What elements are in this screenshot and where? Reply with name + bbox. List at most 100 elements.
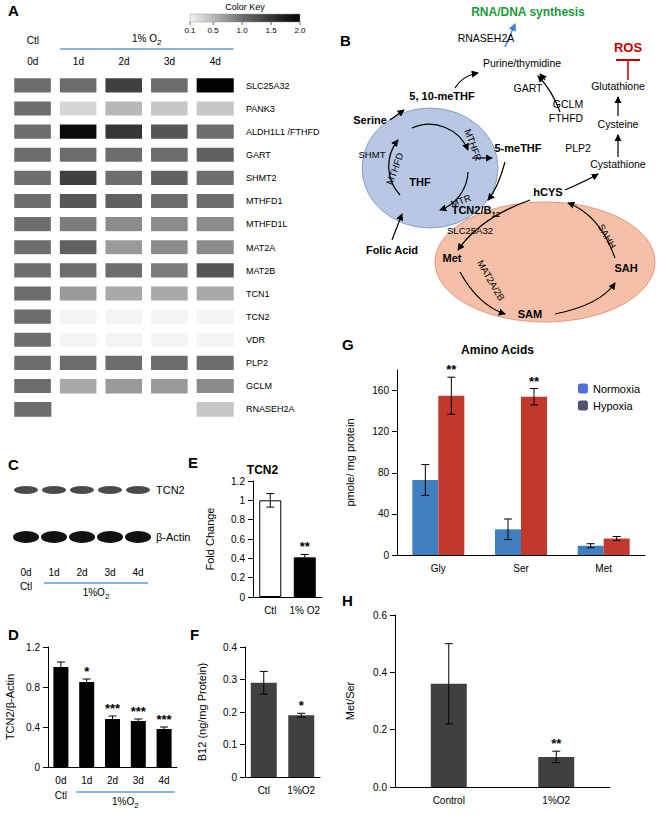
svg-text:SAH: SAH [614,262,637,274]
svg-text:G: G [342,336,354,353]
svg-text:0: 0 [383,550,389,561]
svg-text:Met/Ser: Met/Ser [344,681,356,720]
svg-text:1.0: 1.0 [237,26,249,35]
svg-text:0.4: 0.4 [26,722,40,733]
svg-text:5, 10-meTHF: 5, 10-meTHF [409,90,475,102]
svg-text:0.2: 0.2 [373,724,387,735]
svg-text:F: F [190,626,199,643]
svg-text:Ctl: Ctl [258,785,270,796]
svg-text:Ctl: Ctl [55,790,67,801]
svg-text:Fold Change: Fold Change [204,508,216,571]
svg-text:0: 0 [34,762,40,773]
svg-text:C: C [8,456,19,473]
svg-text:E: E [188,454,198,471]
svg-text:β-Actin: β-Actin [156,531,190,543]
svg-text:B: B [340,32,351,49]
svg-text:A: A [8,2,19,19]
svg-text:FTHFD: FTHFD [549,112,584,124]
svg-text:0d: 0d [20,567,31,578]
svg-text:MAT2B: MAT2B [246,266,275,276]
svg-text:1.2: 1.2 [26,642,40,653]
svg-text:*: * [299,698,305,713]
svg-text:PANK3: PANK3 [246,104,275,114]
svg-text:MTHFD1: MTHFD1 [246,196,283,206]
svg-text:GART: GART [246,150,271,160]
svg-text:3d: 3d [104,567,115,578]
svg-text:1: 1 [239,495,245,506]
svg-text:0.2: 0.2 [223,707,237,718]
svg-text:**: ** [551,736,562,751]
svg-text:pmole/ mg protein: pmole/ mg protein [344,418,356,506]
svg-text:1.2: 1.2 [231,476,245,487]
svg-text:B12 (ng/mg Protein): B12 (ng/mg Protein) [196,663,208,761]
svg-text:0.4: 0.4 [223,642,237,653]
svg-text:160: 160 [372,385,389,396]
svg-text:Gly: Gly [431,563,446,574]
svg-text:SLC25A32: SLC25A32 [246,81,290,91]
svg-text:80: 80 [378,467,390,478]
svg-text:Glutathione: Glutathione [591,80,645,92]
svg-text:TCN2/B12: TCN2/B12 [452,204,501,219]
svg-text:0.5: 0.5 [208,26,220,35]
svg-text:2d: 2d [118,56,129,67]
svg-text:MAT2A: MAT2A [246,243,275,253]
svg-text:SAHH: SAHH [596,222,619,250]
svg-text:0.4: 0.4 [231,553,245,564]
svg-text:**: ** [446,362,457,377]
svg-text:TCN1: TCN1 [246,289,270,299]
svg-text:THF: THF [409,176,431,188]
svg-text:MTHFR: MTHFR [462,127,484,162]
svg-text:TCN2: TCN2 [247,463,279,477]
svg-text:2.0: 2.0 [294,26,306,35]
svg-text:Met: Met [595,563,612,574]
svg-text:Serine: Serine [353,114,387,126]
svg-text:0.0: 0.0 [373,782,387,793]
svg-text:2d: 2d [107,775,118,786]
svg-text:Ser: Ser [513,563,529,574]
svg-text:3d: 3d [164,56,175,67]
svg-text:40: 40 [378,508,390,519]
svg-text:Purine/thymidine: Purine/thymidine [483,57,561,69]
svg-text:Amino Acids: Amino Acids [461,343,534,357]
svg-text:**: ** [529,374,540,389]
svg-text:120: 120 [372,426,389,437]
svg-text:0.8: 0.8 [26,682,40,693]
svg-text:MTHFD: MTHFD [384,151,406,186]
svg-text:1%O2: 1%O2 [112,796,139,810]
svg-text:MTHFD1L: MTHFD1L [246,219,288,229]
svg-text:D: D [8,626,19,643]
svg-text:1%O2: 1%O2 [542,795,570,806]
svg-text:Cystathione: Cystathione [590,158,646,170]
svg-text:Hypoxia: Hypoxia [593,400,634,412]
svg-text:SHMT2: SHMT2 [246,173,277,183]
svg-text:RNA/DNA synthesis: RNA/DNA synthesis [471,5,585,19]
svg-text:SHMT: SHMT [359,149,386,160]
svg-text:1d: 1d [73,56,84,67]
svg-text:Cysteine: Cysteine [598,118,639,130]
svg-text:0: 0 [239,592,245,603]
svg-text:PLP2: PLP2 [565,142,591,154]
svg-text:SAM: SAM [518,308,542,320]
svg-text:hCYS: hCYS [533,186,562,198]
svg-text:GART: GART [514,82,544,94]
svg-text:Ctl: Ctl [27,35,39,46]
svg-text:ROS: ROS [614,40,643,55]
svg-text:0.2: 0.2 [231,572,245,583]
svg-text:0d: 0d [27,56,38,67]
svg-text:0.1: 0.1 [223,739,237,750]
svg-text:RNASEH2A: RNASEH2A [458,32,515,44]
svg-text:0.6: 0.6 [373,610,387,621]
svg-text:MTR: MTR [449,192,472,209]
svg-text:0.1: 0.1 [184,26,196,35]
svg-text:4d: 4d [159,775,170,786]
svg-text:Control: Control [433,795,465,806]
svg-text:0.3: 0.3 [223,674,237,685]
svg-text:0d: 0d [55,775,66,786]
svg-text:Ctl: Ctl [20,581,32,592]
svg-text:**: ** [300,539,311,554]
svg-text:TCN2/β-Actin: TCN2/β-Actin [4,674,16,740]
svg-text:5-meTHF: 5-meTHF [494,142,541,154]
svg-text:GCLM: GCLM [553,98,583,110]
svg-text:Ctl: Ctl [264,605,276,616]
svg-text:Normoxia: Normoxia [593,383,641,395]
